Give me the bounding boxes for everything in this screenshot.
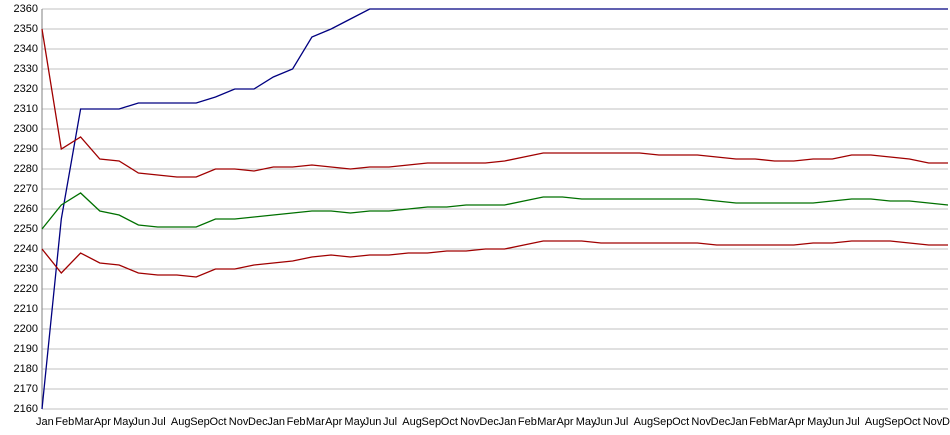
x-tick-label: May xyxy=(344,416,365,428)
x-tick-label: Apr xyxy=(556,416,573,428)
y-tick-label: 2320 xyxy=(14,83,38,95)
y-tick-label: 2310 xyxy=(14,103,38,115)
x-tick-label: Jan xyxy=(36,416,54,428)
series-line xyxy=(41,192,949,230)
x-tick-label: Jul xyxy=(383,416,397,428)
y-tick-label: 2230 xyxy=(14,263,38,275)
x-tick-label: Aug xyxy=(634,416,654,428)
x-tick-label: Feb xyxy=(749,416,768,428)
y-tick-label: 2350 xyxy=(14,23,38,35)
y-tick-label: 2210 xyxy=(14,303,38,315)
series-line xyxy=(41,8,948,410)
x-tick-label: Dec xyxy=(711,416,731,428)
x-tick-label: Sep xyxy=(884,416,904,428)
y-tick-label: 2190 xyxy=(14,343,38,355)
x-tick-label: May xyxy=(807,416,828,428)
x-tick-label: Nov xyxy=(923,416,943,428)
x-tick-label: Mar xyxy=(306,416,325,428)
x-tick-label: Oct xyxy=(441,416,458,428)
x-tick-label: Mar xyxy=(769,416,788,428)
x-tick-label: Apr xyxy=(325,416,342,428)
series-line xyxy=(41,28,948,178)
x-tick-label: Jan xyxy=(730,416,748,428)
y-tick-label: 2360 xyxy=(14,3,38,15)
y-tick-label: 2180 xyxy=(14,363,38,375)
x-tick-label: Aug xyxy=(865,416,885,428)
x-tick-label: Feb xyxy=(518,416,537,428)
x-tick-label: Nov xyxy=(691,416,711,428)
x-tick-label: Sep xyxy=(422,416,442,428)
x-tick-label: Jul xyxy=(846,416,860,428)
series-line xyxy=(41,240,948,278)
y-tick-label: 2260 xyxy=(14,203,38,215)
x-tick-label: Dec xyxy=(942,416,950,428)
y-tick-label: 2170 xyxy=(14,383,38,395)
x-tick-label: May xyxy=(576,416,597,428)
x-tick-label: Jun xyxy=(132,416,150,428)
x-tick-label: Mar xyxy=(75,416,94,428)
y-tick-label: 2280 xyxy=(14,163,38,175)
x-tick-label: Sep xyxy=(190,416,210,428)
x-tick-label: Apr xyxy=(94,416,111,428)
x-tick-label: Jan xyxy=(499,416,517,428)
y-tick-label: 2250 xyxy=(14,223,38,235)
x-tick-label: Dec xyxy=(248,416,268,428)
x-tick-label: Jun xyxy=(826,416,844,428)
y-tick-label: 2160 xyxy=(14,403,38,415)
y-tick-label: 2220 xyxy=(14,283,38,295)
x-tick-label: May xyxy=(113,416,134,428)
x-tick-label: Feb xyxy=(287,416,306,428)
x-tick-label: Aug xyxy=(171,416,191,428)
y-tick-label: 2330 xyxy=(14,63,38,75)
x-tick-label: Nov xyxy=(229,416,249,428)
y-tick-label: 2290 xyxy=(14,143,38,155)
x-tick-label: Dec xyxy=(479,416,499,428)
y-tick-label: 2300 xyxy=(14,123,38,135)
x-tick-label: Jun xyxy=(364,416,382,428)
x-tick-label: Feb xyxy=(55,416,74,428)
x-tick-label: Nov xyxy=(460,416,480,428)
x-tick-label: Mar xyxy=(537,416,556,428)
y-tick-label: 2200 xyxy=(14,323,38,335)
x-tick-label: Aug xyxy=(402,416,422,428)
y-tick-label: 2340 xyxy=(14,43,38,55)
x-tick-label: Jul xyxy=(152,416,166,428)
x-tick-label: Jul xyxy=(614,416,628,428)
x-tick-label: Apr xyxy=(788,416,805,428)
x-tick-label: Oct xyxy=(209,416,226,428)
y-tick-label: 2270 xyxy=(14,183,38,195)
x-tick-label: Oct xyxy=(903,416,920,428)
x-tick-label: Oct xyxy=(672,416,689,428)
x-tick-label: Sep xyxy=(653,416,673,428)
x-tick-label: Jan xyxy=(267,416,285,428)
y-tick-label: 2240 xyxy=(14,243,38,255)
x-tick-label: Jun xyxy=(595,416,613,428)
